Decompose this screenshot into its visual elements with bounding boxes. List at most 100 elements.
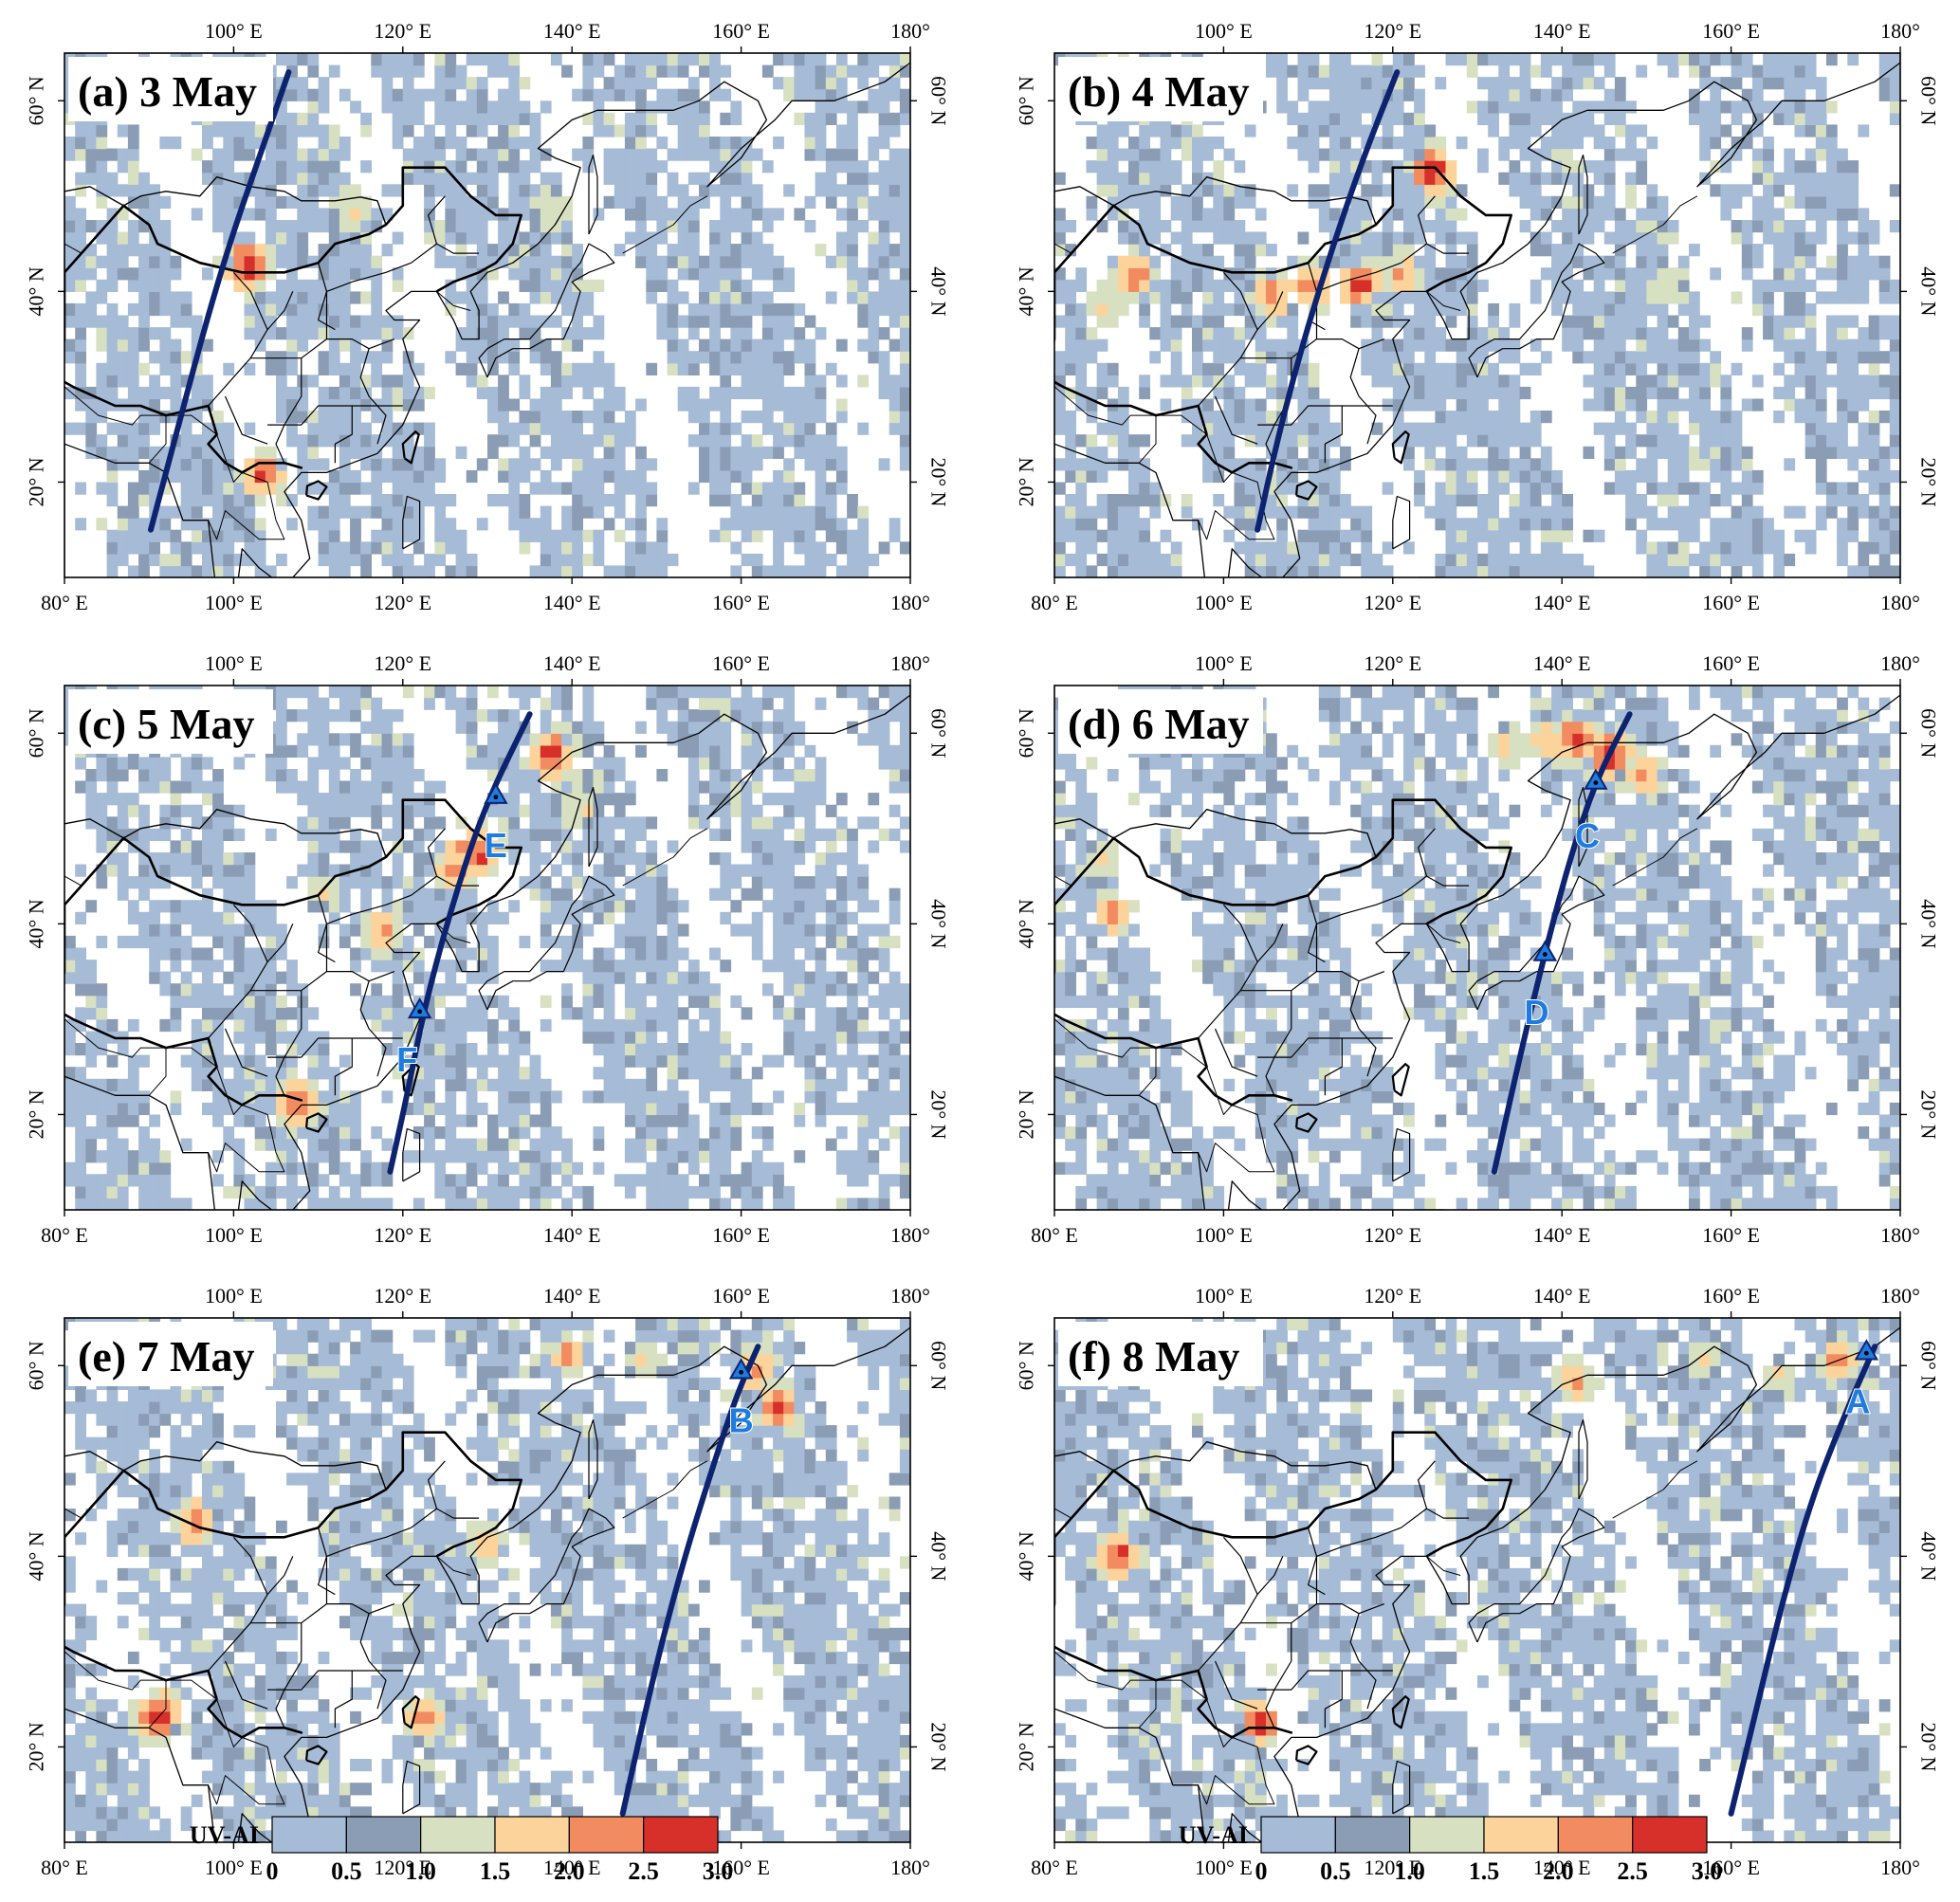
uv-ai-cell — [783, 362, 795, 375]
uv-ai-cell — [1213, 291, 1225, 304]
uv-ai-cell — [127, 362, 139, 375]
uv-ai-cell — [1107, 267, 1119, 281]
uv-ai-cell — [328, 386, 340, 400]
uv-ai-cell — [307, 255, 320, 268]
uv-ai-cell — [202, 1078, 213, 1091]
uv-ai-cell — [1340, 446, 1351, 459]
uv-ai-cell — [1889, 88, 1900, 101]
uv-ai-cell — [276, 279, 287, 292]
uv-ai-cell — [656, 88, 669, 101]
uv-ai-cell — [1710, 137, 1722, 150]
uv-ai-cell — [878, 124, 890, 137]
uv-ai-cell — [1837, 553, 1848, 567]
uv-ai-cell — [550, 267, 562, 281]
uv-ai-cell — [307, 446, 320, 459]
uv-ai-cell — [1117, 505, 1129, 519]
uv-ai-cell — [212, 911, 224, 924]
uv-ai-cell — [1308, 148, 1320, 161]
uv-ai-cell — [1160, 553, 1172, 567]
uv-ai-cell — [1065, 338, 1076, 352]
uv-ai-cell — [709, 446, 721, 459]
uv-ai-cell — [244, 124, 256, 137]
uv-ai-cell — [297, 446, 309, 459]
uv-ai-cell — [254, 53, 266, 54]
uv-ai-cell — [1287, 362, 1299, 375]
uv-ai-cell — [783, 77, 795, 90]
uv-ai-cell — [1266, 505, 1277, 519]
uv-ai-cell — [1498, 398, 1511, 411]
uv-ai-cell — [276, 137, 287, 150]
uv-ai-cell — [529, 351, 541, 364]
uv-ai-cell — [1403, 351, 1415, 364]
uv-ai-cell — [1139, 53, 1150, 54]
uv-ai-cell — [1677, 518, 1690, 531]
uv-ai-cell — [1804, 386, 1817, 400]
uv-ai-cell — [138, 446, 150, 459]
uv-ai-cell — [1466, 244, 1478, 257]
uv-ai-cell — [1266, 434, 1277, 448]
uv-ai-cell — [1603, 362, 1616, 375]
uv-ai-cell — [64, 1067, 76, 1080]
uv-ai-cell — [677, 315, 689, 328]
uv-ai-cell — [699, 422, 710, 435]
uv-ai-cell — [1287, 565, 1299, 577]
uv-ai-cell — [1731, 446, 1743, 459]
uv-ai-cell — [1308, 101, 1320, 114]
uv-ai-cell — [202, 971, 213, 984]
uv-ai-cell — [1414, 255, 1425, 268]
uv-ai-cell — [635, 101, 647, 114]
uv-ai-cell — [1731, 101, 1743, 114]
uv-ai-cell — [857, 291, 870, 304]
uv-ai-cell — [656, 267, 669, 281]
uv-ai-cell — [1540, 351, 1552, 364]
uv-ai-cell — [85, 1185, 98, 1199]
uv-ai-cell — [1255, 458, 1267, 471]
uv-ai-cell — [1804, 195, 1817, 209]
uv-ai-cell — [1837, 327, 1848, 340]
uv-ai-cell — [1403, 267, 1415, 281]
uv-ai-cell — [106, 148, 119, 161]
uv-ai-cell — [498, 458, 509, 471]
uv-ai-cell — [1297, 231, 1310, 245]
uv-ai-cell — [783, 267, 795, 281]
uv-ai-cell — [455, 195, 467, 209]
uv-ai-cell — [667, 53, 679, 54]
uv-ai-cell — [1318, 302, 1330, 317]
uv-ai-cell — [402, 375, 414, 388]
uv-ai-cell — [1328, 541, 1341, 555]
uv-ai-cell — [1308, 291, 1320, 304]
uv-ai-cell — [508, 53, 521, 66]
uv-ai-cell — [1677, 469, 1690, 484]
uv-ai-cell — [212, 208, 224, 221]
uv-ai-cell — [1530, 434, 1542, 448]
uv-ai-cell — [794, 434, 806, 448]
uv-ai-cell — [1509, 529, 1521, 542]
uv-ai-cell — [1445, 505, 1457, 519]
uv-ai-cell — [1868, 386, 1880, 400]
uv-ai-cell — [835, 446, 848, 459]
uv-ai-cell — [741, 160, 753, 174]
uv-ai-cell — [328, 137, 340, 150]
uv-ai-cell — [593, 124, 605, 137]
uv-ai-cell — [529, 565, 541, 577]
uv-ai-cell — [677, 220, 689, 233]
uv-ai-cell — [339, 386, 351, 400]
uv-ai-cell — [223, 231, 235, 245]
uv-ai-cell — [138, 1054, 150, 1068]
uv-ai-cell — [1382, 351, 1394, 364]
uv-ai-cell — [1825, 291, 1838, 304]
uv-ai-cell — [1689, 386, 1700, 400]
uv-ai-cell — [64, 1114, 76, 1127]
uv-ai-cell — [106, 1090, 119, 1104]
uv-ai-cell — [1382, 64, 1394, 78]
uv-ai-cell — [1498, 148, 1511, 161]
uv-ai-cell — [1562, 64, 1573, 78]
uv-ai-cell — [1763, 148, 1774, 161]
uv-ai-cell — [1657, 518, 1669, 531]
uv-ai-cell — [1308, 541, 1320, 555]
uv-ai-cell — [825, 458, 837, 471]
uv-ai-cell — [75, 386, 86, 400]
uv-ai-cell — [1731, 458, 1743, 471]
uv-ai-cell — [1710, 351, 1722, 364]
uv-ai-cell — [180, 411, 192, 424]
